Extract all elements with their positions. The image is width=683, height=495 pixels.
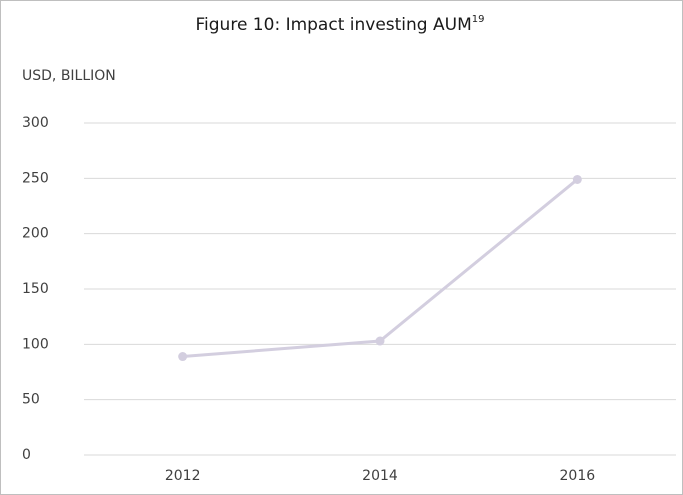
data-point bbox=[572, 174, 582, 184]
x-tick-label: 2012 bbox=[165, 468, 201, 484]
y-axis-label: USD, BILLION bbox=[22, 68, 116, 84]
x-tick-label: 2016 bbox=[560, 468, 596, 484]
x-tick-label: 2014 bbox=[362, 468, 398, 484]
chart-title: Figure 10: Impact investing AUM19 bbox=[196, 14, 485, 35]
y-tick-label: 100 bbox=[22, 336, 49, 352]
y-tick-label: 200 bbox=[22, 226, 49, 242]
data-point bbox=[178, 352, 188, 362]
title-superscript: 19 bbox=[472, 14, 485, 25]
y-tick-label: 300 bbox=[22, 115, 49, 131]
y-tick-label: 250 bbox=[22, 170, 49, 186]
y-tick-label: 150 bbox=[22, 281, 49, 297]
data-point bbox=[375, 336, 385, 346]
y-tick-label: 50 bbox=[22, 392, 40, 408]
title-text: Figure 10: Impact investing AUM bbox=[196, 15, 472, 35]
y-tick-label: 0 bbox=[22, 447, 31, 463]
